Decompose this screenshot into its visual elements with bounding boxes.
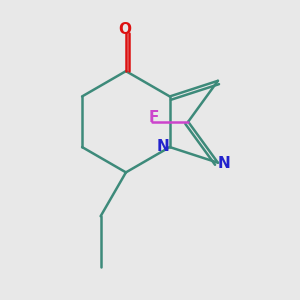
- Text: N: N: [218, 156, 231, 171]
- Text: N: N: [157, 139, 169, 154]
- Text: O: O: [118, 22, 131, 37]
- Text: F: F: [148, 110, 159, 125]
